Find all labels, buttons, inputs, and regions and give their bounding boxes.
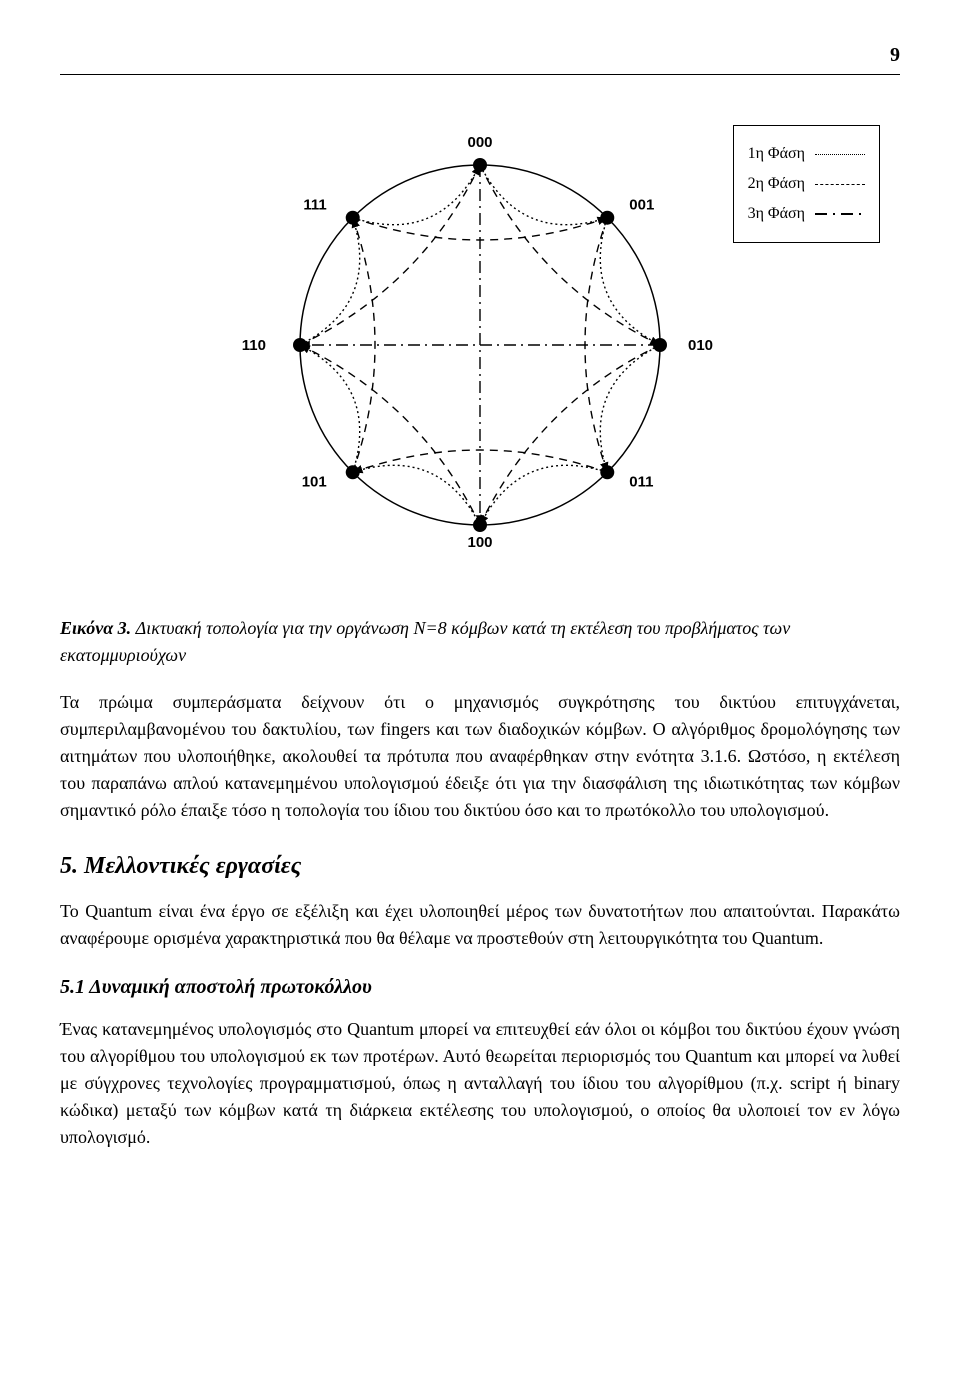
legend-line-dotted — [815, 154, 865, 155]
page-number: 9 — [60, 40, 900, 75]
legend-line-dashdot — [815, 213, 865, 215]
svg-text:001: 001 — [629, 197, 654, 214]
network-svg: 000 001 010 011 100 101 110 111 — [180, 85, 780, 605]
svg-text:100: 100 — [467, 534, 492, 551]
legend-box: 1η Φάση 2η Φάση 3η Φάση — [733, 125, 880, 243]
legend-label: 3η Φάση — [748, 202, 805, 226]
caption-text: Δικτυακή τοπολογία για την οργάνωση N=8 … — [60, 618, 790, 665]
section-heading: 5. Μελλοντικές εργασίες — [60, 848, 900, 884]
svg-text:111: 111 — [303, 197, 326, 214]
svg-text:011: 011 — [629, 473, 653, 490]
svg-text:101: 101 — [302, 473, 327, 490]
figure-caption: Εικόνα 3. Δικτυακή τοπολογία για την οργ… — [60, 615, 900, 669]
legend-line-dashed — [815, 184, 865, 185]
legend-row: 1η Φάση — [748, 142, 865, 166]
legend-row: 2η Φάση — [748, 172, 865, 196]
svg-text:110: 110 — [242, 337, 266, 354]
legend-label: 1η Φάση — [748, 142, 805, 166]
legend-row: 3η Φάση — [748, 202, 865, 226]
caption-label: Εικόνα 3. — [60, 618, 131, 638]
svg-text:010: 010 — [688, 337, 713, 354]
paragraph: Τα πρώιμα συμπεράσματα δείχνουν ότι ο μη… — [60, 689, 900, 824]
svg-text:000: 000 — [467, 134, 492, 151]
paragraph: Ένας κατανεμημένος υπολογισμός στο Quant… — [60, 1016, 900, 1151]
legend-label: 2η Φάση — [748, 172, 805, 196]
subsection-heading: 5.1 Δυναμική αποστολή πρωτοκόλλου — [60, 972, 900, 1002]
figure-network: 000 001 010 011 100 101 110 111 1η Φάση 2η Φάση… — [60, 85, 900, 669]
paragraph: Το Quantum είναι ένα έργο σε εξέλιξη και… — [60, 898, 900, 952]
